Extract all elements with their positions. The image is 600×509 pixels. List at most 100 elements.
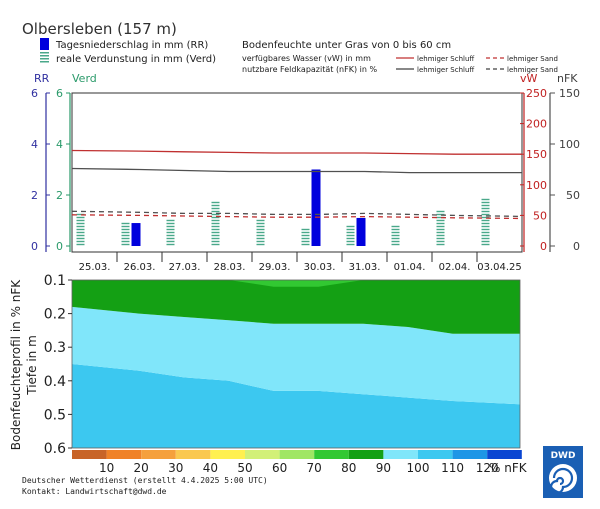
scale-swatch: [348, 450, 384, 459]
nfk-color-scale: 10 20 30 40 50 60 70 80 90 100 110 120: [72, 450, 522, 475]
vw-tick-label: 250: [526, 87, 547, 100]
nfk-tick-label: 50: [566, 189, 580, 202]
vw-tick-label: 200: [526, 118, 547, 131]
verd-bar: [346, 225, 355, 246]
vw-sand-legend-label: lehmiger Sand: [507, 55, 558, 63]
scale-swatch: [175, 450, 211, 459]
date-label: 01.04.: [394, 262, 426, 273]
verd-bar: [76, 213, 85, 246]
scale-label: 110: [441, 461, 464, 475]
depth-tick-label: 0.1: [44, 273, 66, 289]
nfk-legend-label: nutzbare Feldkapazität (nFK) in %: [242, 65, 377, 74]
scale-label: 10: [99, 461, 114, 475]
date-label: 30.03.: [304, 262, 336, 273]
vw-sand-line: [71, 214, 523, 220]
rr-bar: [356, 217, 366, 246]
vw-axis-title: vW: [520, 72, 538, 85]
footer-contact: Kontakt: Landwirtschaft@dwd.de: [22, 487, 167, 496]
verd-tick-label: 0: [56, 240, 63, 253]
svg-text:DWD: DWD: [551, 451, 576, 461]
rr-legend-label: Tagesniederschlag in mm (RR): [55, 40, 208, 51]
nfk-tick-label: 0: [573, 240, 580, 253]
date-label: 27.03.: [169, 262, 201, 273]
scale-swatch: [487, 450, 522, 459]
scale-label: 90: [376, 461, 391, 475]
depth-tick-label: 0.6: [44, 441, 66, 457]
scale-label: 80: [341, 461, 356, 475]
scale-swatch: [314, 450, 349, 459]
station-title: Olbersleben (157 m): [22, 20, 177, 38]
profile-ylabel: Bodenfeuchteprofil in % nFK: [9, 279, 23, 450]
verd-tick-label: 4: [56, 138, 63, 151]
footer-credit: Deutscher Wetterdienst (erstellt 4.4.202…: [22, 476, 268, 485]
scale-label: 20: [134, 461, 149, 475]
rr-tick-label: 4: [31, 138, 38, 151]
date-label: 29.03.: [259, 262, 291, 273]
vw-schluff-legend-label: lehmiger Schluff: [417, 55, 474, 63]
profile-frame: [71, 279, 521, 449]
vw-tick-label: 50: [533, 209, 547, 222]
scale-label: 70: [307, 461, 322, 475]
scale-label: 30: [168, 461, 183, 475]
depth-tick-label: 0.2: [44, 307, 66, 323]
vw-tick-label: 100: [526, 179, 547, 192]
rr-tick-label: 6: [31, 87, 38, 100]
soil-legend-title: Bodenfeuchte unter Gras von 0 bis 60 cm: [242, 40, 451, 51]
vw-schluff-line: [71, 149, 522, 155]
profile-band-70-80: [72, 280, 520, 287]
rr-tick-label: 2: [31, 189, 38, 202]
date-label: 31.03.: [349, 262, 381, 273]
verd-bar: [301, 228, 310, 246]
profile-ylabel-depth: Tiefe in m: [25, 335, 39, 396]
date-label: 26.03.: [124, 262, 156, 273]
scale-swatch: [72, 450, 107, 459]
verd-bar: [256, 219, 265, 246]
rr-bar: [131, 223, 141, 246]
scale-label: 60: [272, 461, 287, 475]
scale-label: 120: [476, 461, 499, 475]
verd-bar: [121, 222, 130, 246]
nfk-sand-line: [71, 210, 523, 218]
dwd-logo: DWD: [543, 446, 583, 498]
scale-unit: % nFK: [489, 461, 528, 475]
scale-swatch: [418, 450, 453, 459]
verd-legend-label: reale Verdunstung in mm (Verd): [56, 54, 216, 65]
profile-band-90-100: [72, 306, 520, 405]
scale-swatch: [141, 450, 176, 459]
profile-band-100-110: [72, 364, 520, 448]
nfk-axis-title: nFK: [557, 72, 578, 85]
nfk-tick-label: 150: [559, 87, 580, 100]
rr-tick-label: 0: [31, 240, 38, 253]
soil-profile-heatmap: [72, 280, 520, 448]
verd-bar: [391, 225, 400, 246]
scale-swatch: [383, 450, 418, 459]
date-label: 28.03.: [214, 262, 246, 273]
verd-bar: [481, 198, 490, 246]
scale-swatch: [210, 450, 245, 459]
date-label: 03.04.25: [477, 262, 522, 273]
date-label: 02.04.: [439, 262, 471, 273]
scale-swatch: [452, 450, 488, 459]
depth-tick-label: 0.4: [44, 374, 66, 390]
vw-tick-label: 150: [526, 148, 547, 161]
vw-legend-label: verfügbares Wasser (vW) in mm: [242, 54, 371, 63]
nfk-schluff-line: [71, 167, 522, 174]
profile-band-80-90: [72, 280, 520, 334]
vw-tick-label: 0: [540, 240, 547, 253]
depth-tick-label: 0.3: [44, 340, 66, 356]
scale-swatch: [106, 450, 142, 459]
verd-axis-title: Verd: [72, 72, 97, 85]
scale-label: 40: [203, 461, 218, 475]
date-label: 25.03.: [79, 262, 111, 273]
verd-tick-label: 6: [56, 87, 63, 100]
nfk-sand-legend-label: lehmiger Sand: [507, 66, 558, 74]
verd-legend-swatch: [40, 52, 49, 63]
rr-bar: [311, 169, 321, 246]
verd-bar: [436, 210, 445, 246]
scale-label: 100: [407, 461, 430, 475]
scale-label: 50: [237, 461, 252, 475]
rr-axis-title: RR: [34, 72, 50, 85]
verd-bar: [166, 219, 175, 246]
nfk-tick-label: 100: [559, 138, 580, 151]
